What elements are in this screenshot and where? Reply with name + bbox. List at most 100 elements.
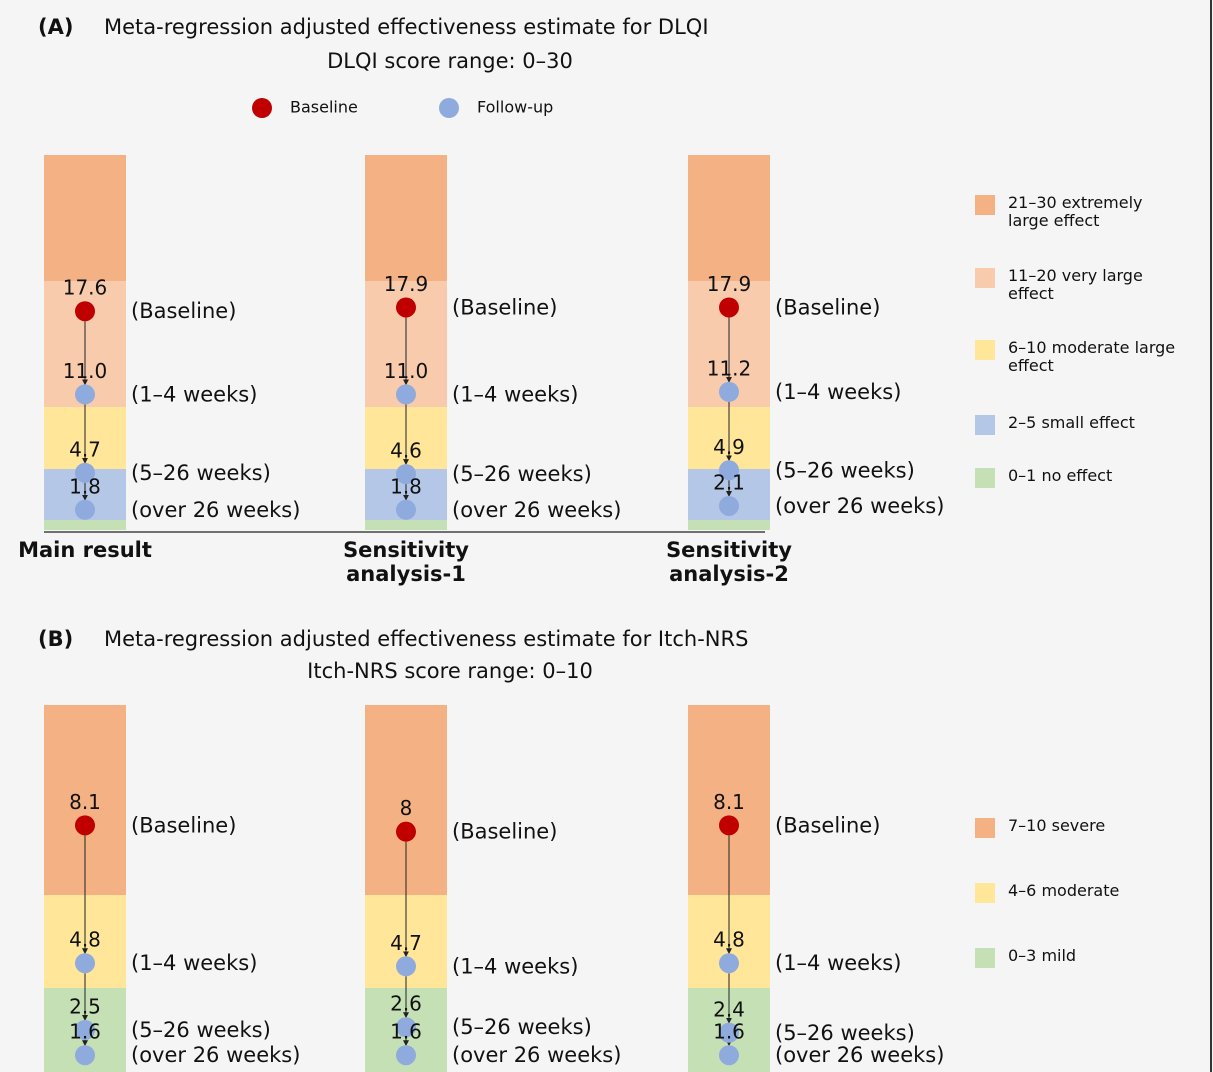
timepoint-label: (Baseline): [452, 820, 557, 844]
score-marker: [719, 381, 739, 402]
band: [44, 520, 126, 530]
value-label: 1.6: [713, 1020, 745, 1044]
timepoint-label: (1–4 weeks): [452, 382, 578, 406]
timepoint-label: (over 26 weeks): [131, 498, 300, 522]
score-marker: [75, 301, 95, 322]
value-label: 1.8: [390, 474, 422, 498]
score-marker: [719, 815, 739, 836]
value-label: 8.1: [713, 790, 745, 814]
column-name-box: Sensitivity analysis-2: [666, 538, 792, 587]
column-name: Sensitivity analysis-1: [343, 538, 469, 587]
band-legend-swatch: [975, 468, 995, 488]
panel-label: (B): [38, 627, 73, 651]
timepoint-label: (Baseline): [131, 299, 236, 323]
timepoint-label: (5–26 weeks): [452, 462, 592, 486]
value-label: 8.1: [69, 790, 101, 814]
band-legend-label-box: 2–5 small effect: [1008, 414, 1135, 432]
score-marker: [396, 499, 416, 520]
band: [365, 155, 447, 281]
panel-title: Meta-regression adjusted effectiveness e…: [104, 15, 709, 39]
value-label: 17.9: [707, 272, 752, 296]
score-marker: [75, 1020, 95, 1040]
band: [44, 155, 126, 281]
band-legend-label-box: 11–20 very large effect: [1008, 267, 1143, 304]
score-marker: [396, 464, 416, 485]
band-legend-label-box: 6–10 moderate large effect: [1008, 339, 1176, 376]
timepoint-label: (over 26 weeks): [775, 494, 944, 518]
value-label: 2.5: [69, 995, 101, 1019]
timepoint-label: (1–4 weeks): [775, 951, 901, 975]
timepoint-label: (Baseline): [775, 295, 880, 319]
timepoint-label: (5–26 weeks): [131, 461, 271, 485]
band: [688, 520, 770, 530]
value-label: 8: [400, 796, 413, 820]
legend-marker: [439, 98, 459, 118]
value-label: 17.6: [63, 276, 108, 300]
value-label: 4.8: [713, 928, 745, 952]
score-marker: [719, 495, 739, 516]
band-legend-label-box: 0–3 mild: [1008, 947, 1077, 965]
column-name-box: Main result: [18, 538, 152, 562]
timepoint-label: (5–26 weeks): [452, 1015, 592, 1039]
legend-marker: [252, 98, 272, 118]
value-label: 4.9: [713, 435, 745, 459]
score-marker: [719, 953, 739, 974]
timepoint-label: (5–26 weeks): [775, 458, 915, 482]
band-legend-label-box: 0–1 no effect: [1008, 467, 1113, 485]
panel-title: Meta-regression adjusted effectiveness e…: [104, 627, 748, 651]
band-legend-label-box: 21–30 extremely large effect: [1008, 194, 1143, 231]
value-label: 11.0: [63, 359, 108, 383]
band-legend-label: 6–10 moderate large effect: [1008, 339, 1176, 376]
band-legend-label-box: 4–6 moderate: [1008, 882, 1120, 900]
timepoint-label: (over 26 weeks): [452, 498, 621, 522]
value-label: 17.9: [384, 272, 429, 296]
value-label: 4.7: [69, 437, 101, 461]
value-label: 4.8: [69, 928, 101, 952]
band-legend-label-box: 7–10 severe: [1008, 817, 1106, 835]
band-legend-label: 11–20 very large effect: [1008, 267, 1143, 304]
legend-label: Follow-up: [477, 98, 553, 117]
column-name: Main result: [18, 538, 152, 562]
score-marker: [719, 1022, 739, 1043]
timepoint-label: (Baseline): [131, 813, 236, 837]
value-label: 11.0: [384, 359, 429, 383]
band-legend-label: 0–3 mild: [1008, 947, 1077, 965]
band: [365, 520, 447, 530]
value-label: 1.6: [69, 1020, 101, 1044]
timepoint-label: (over 26 weeks): [775, 1043, 944, 1067]
band-legend-swatch: [975, 415, 995, 435]
value-label: 2.1: [713, 470, 745, 494]
score-marker: [396, 1017, 416, 1038]
timepoint-label: (1–4 weeks): [131, 382, 257, 406]
timepoint-label: (1–4 weeks): [452, 954, 578, 978]
band-legend-label: 2–5 small effect: [1008, 414, 1135, 432]
score-marker: [75, 384, 95, 405]
score-marker: [75, 499, 95, 520]
band-legend-swatch: [975, 948, 995, 968]
value-label: 4.6: [390, 439, 422, 463]
timepoint-label: (1–4 weeks): [131, 951, 257, 975]
value-label: 1.6: [390, 1020, 422, 1044]
value-label: 11.2: [707, 356, 752, 380]
band: [688, 155, 770, 281]
panel-subtitle: Itch-NRS score range: 0–10: [307, 659, 593, 683]
score-marker: [396, 297, 416, 318]
band-legend-swatch: [975, 818, 995, 838]
column-name: Sensitivity analysis-2: [666, 538, 792, 587]
panel-subtitle: DLQI score range: 0–30: [327, 49, 573, 73]
score-marker: [719, 1045, 739, 1066]
band-legend-label: 7–10 severe: [1008, 817, 1106, 835]
score-marker: [396, 384, 416, 405]
score-marker: [75, 1045, 95, 1066]
band-legend-label: 4–6 moderate: [1008, 882, 1120, 900]
score-marker: [719, 297, 739, 318]
timepoint-label: (over 26 weeks): [452, 1043, 621, 1067]
value-label: 4.7: [390, 931, 422, 955]
band-legend-label: 21–30 extremely large effect: [1008, 194, 1143, 231]
value-label: 1.8: [69, 474, 101, 498]
band-legend-swatch: [975, 195, 995, 215]
band-legend-label: 0–1 no effect: [1008, 467, 1113, 485]
score-marker: [75, 953, 95, 974]
timepoint-label: (5–26 weeks): [131, 1018, 271, 1042]
